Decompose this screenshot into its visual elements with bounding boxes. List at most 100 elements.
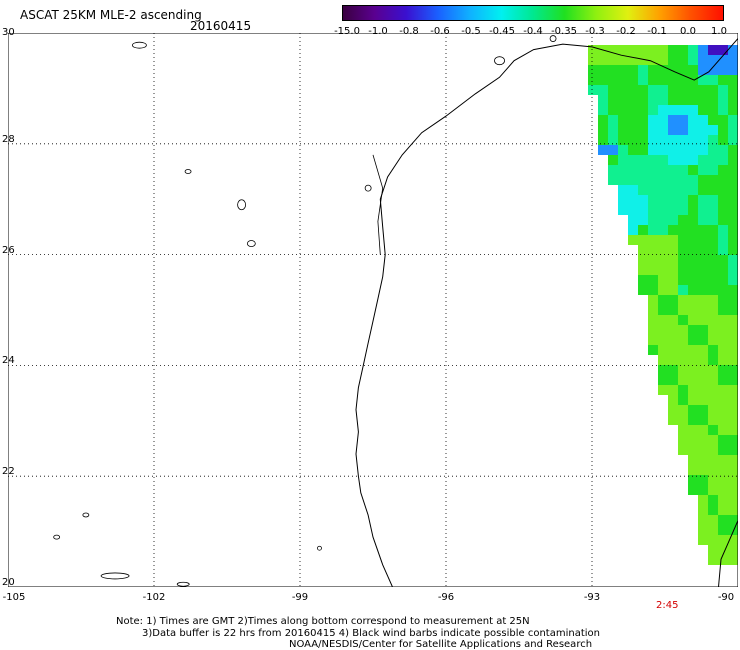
swath-pixel — [628, 135, 638, 145]
swath-pixel — [638, 185, 648, 195]
colorbar-tick-label: -0.1 — [647, 26, 667, 37]
swath-pixel — [698, 275, 708, 285]
swath-pixel — [708, 535, 718, 545]
swath-pixel — [668, 255, 678, 265]
swath-pixel — [598, 95, 608, 105]
swath-pixel — [708, 315, 718, 325]
swath-pixel — [718, 315, 728, 325]
map-plot — [8, 33, 738, 587]
swath-pixel — [638, 235, 648, 245]
swath-pixel — [728, 435, 738, 445]
swath-pixel — [718, 455, 728, 465]
swath-pixel — [718, 555, 728, 565]
swath-pixel — [688, 375, 698, 385]
colorbar-tick-label: 1.0 — [711, 26, 727, 37]
swath-pixel — [688, 345, 698, 355]
swath-pixel — [698, 85, 708, 95]
swath-pixel — [638, 265, 648, 275]
swath-pixel — [708, 115, 718, 125]
swath-pixel — [638, 165, 648, 175]
swath-pixel — [678, 385, 688, 395]
colorbar-gradient — [343, 6, 723, 20]
swath-pixel — [658, 195, 668, 205]
swath-pixel — [718, 125, 728, 135]
swath-pixel — [678, 195, 688, 205]
swath-pixel — [728, 215, 738, 225]
swath-pixel — [638, 225, 648, 235]
swath-pixel — [698, 145, 708, 155]
swath-pixel — [718, 105, 728, 115]
swath-pixel — [728, 525, 738, 535]
swath-pixel — [728, 145, 738, 155]
swath-pixel — [668, 345, 678, 355]
swath-pixel — [708, 475, 718, 485]
swath-pixel — [618, 85, 628, 95]
swath-pixel — [678, 215, 688, 225]
swath-pixel — [708, 165, 718, 175]
swath-pixel — [688, 85, 698, 95]
swath-pixel — [608, 145, 618, 155]
swath-pixel — [648, 265, 658, 275]
swath-pixel — [658, 355, 668, 365]
swath-pixel — [698, 235, 708, 245]
swath-pixel — [688, 325, 698, 335]
swath-pixel — [668, 295, 678, 305]
swath-pixel — [658, 65, 668, 75]
swath-pixel — [708, 335, 718, 345]
swath-pixel — [728, 555, 738, 565]
longitude-tick-label: -90 — [717, 592, 735, 603]
swath-pixel — [688, 65, 698, 75]
swath-pixel — [638, 135, 648, 145]
swath-pixel — [658, 315, 668, 325]
swath-pixel — [658, 225, 668, 235]
swath-pixel — [668, 375, 678, 385]
colorbar-tick-label: -0.6 — [430, 26, 450, 37]
swath-pixel — [678, 435, 688, 445]
swath-pixel — [728, 505, 738, 515]
swath-pixel — [668, 135, 678, 145]
swath-pixel — [668, 115, 678, 125]
swath-pixel — [708, 505, 718, 515]
swath-pixel — [728, 135, 738, 145]
swath-pixel — [658, 215, 668, 225]
swath-pixel — [718, 115, 728, 125]
swath-pixel — [698, 345, 708, 355]
swath-pixel — [598, 85, 608, 95]
coastline-path — [355, 38, 738, 587]
swath-pixel — [658, 235, 668, 245]
colorbar-tick-label: -0.2 — [616, 26, 636, 37]
swath-pixel — [638, 155, 648, 165]
swath-pixel — [628, 45, 638, 55]
swath-pixel — [628, 215, 638, 225]
swath-pixel — [648, 155, 658, 165]
swath-pixel — [678, 325, 688, 335]
colorbar-tick-label: 0.0 — [680, 26, 696, 37]
swath-pixel — [678, 335, 688, 345]
swath-pixel — [628, 115, 638, 125]
swath-pixel — [678, 125, 688, 135]
swath-pixel — [688, 435, 698, 445]
swath-pixel — [648, 105, 658, 115]
swath-pixel — [718, 275, 728, 285]
swath-pixel — [668, 65, 678, 75]
swath-pixel — [688, 95, 698, 105]
swath-pixel — [628, 195, 638, 205]
swath-pixel — [708, 245, 718, 255]
swath-pixel — [718, 265, 728, 275]
swath-pixel — [628, 145, 638, 155]
swath-pixel — [638, 285, 648, 295]
swath-pixel — [728, 365, 738, 375]
swath-pixel — [688, 205, 698, 215]
swath-pixel — [658, 145, 668, 155]
swath-pixel — [708, 235, 718, 245]
coastline — [53, 35, 738, 587]
swath-pixel — [728, 445, 738, 455]
swath-pixel — [708, 55, 718, 65]
swath-pixel — [708, 305, 718, 315]
swath-pixel — [718, 285, 728, 295]
swath-pixel — [598, 115, 608, 125]
swath-pixel — [668, 245, 678, 255]
swath-pixel — [708, 405, 718, 415]
lake-outline — [53, 534, 61, 540]
swath-pixel — [698, 325, 708, 335]
